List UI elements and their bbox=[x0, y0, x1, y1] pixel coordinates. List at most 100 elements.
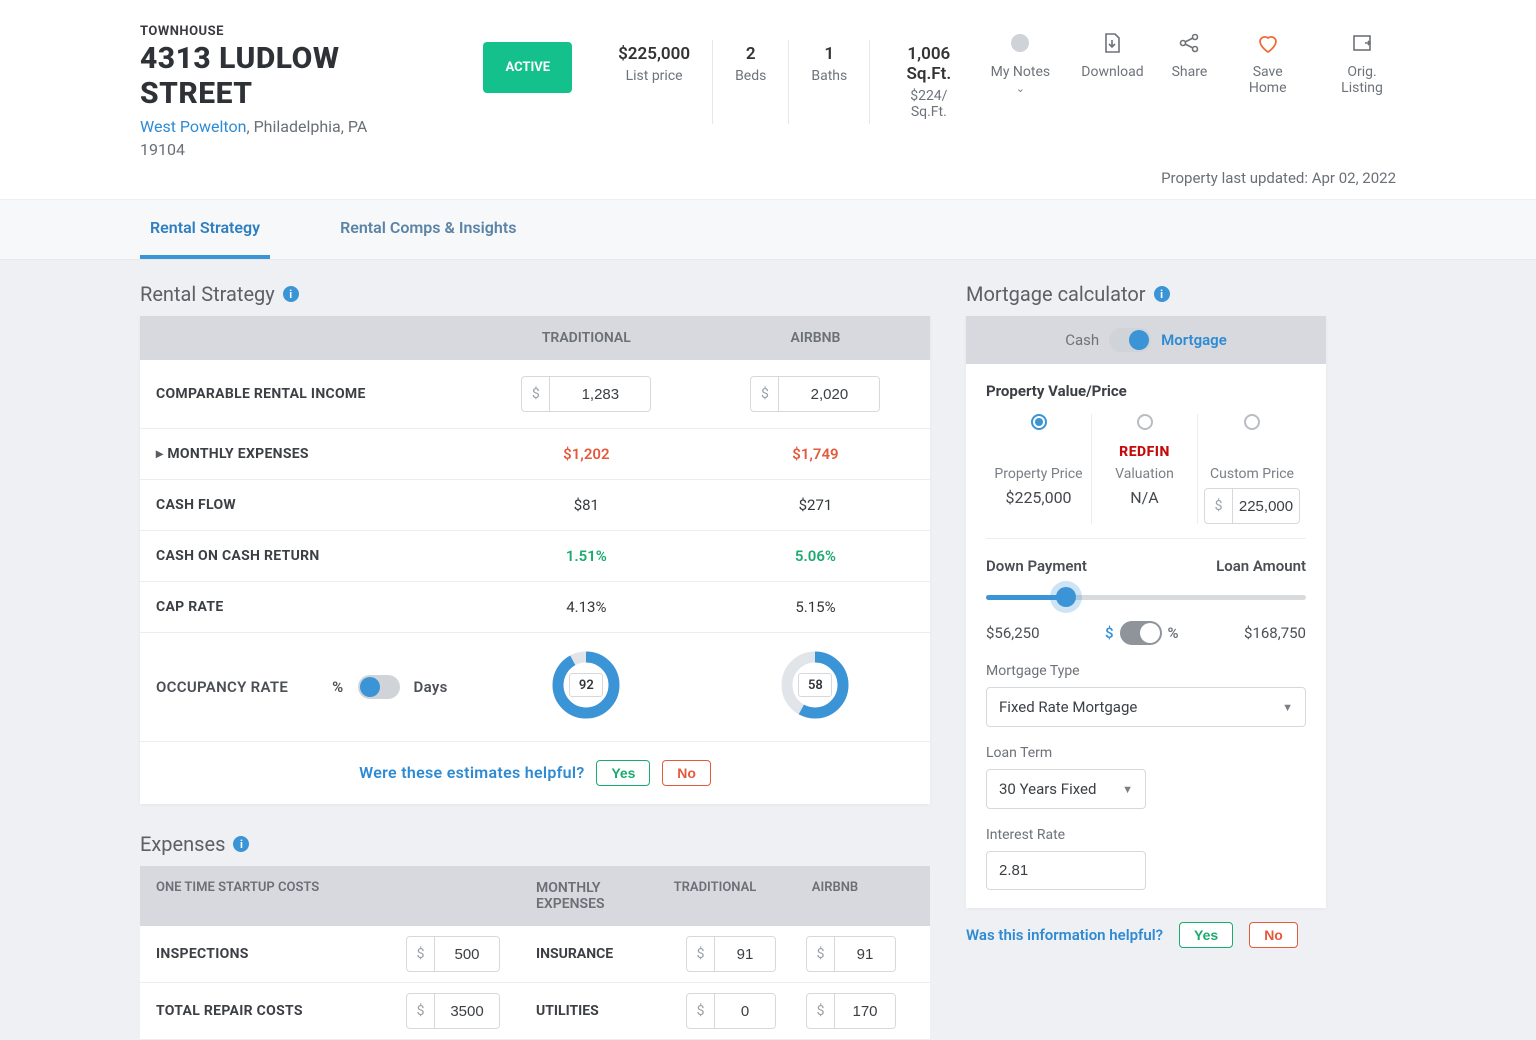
section-title: Expenses bbox=[140, 832, 225, 856]
calc-panel: Cash Mortgage Property Value/Price Prope… bbox=[966, 316, 1326, 908]
property-type: TOWNHOUSE bbox=[140, 24, 445, 39]
expand-icon: ▸ bbox=[156, 446, 163, 462]
cash-label[interactable]: Cash bbox=[1065, 331, 1099, 349]
dp-values: $56,250 $ % $168,750 bbox=[986, 621, 1306, 645]
download-icon bbox=[1081, 30, 1143, 56]
donut-trad-value[interactable]: 92 bbox=[569, 673, 603, 697]
income-airbnb-input[interactable]: $ bbox=[750, 376, 880, 412]
stat-label: List price bbox=[618, 68, 690, 84]
row-income: COMPARABLE RENTAL INCOME $ $ bbox=[140, 360, 930, 429]
unit-toggle[interactable] bbox=[1120, 621, 1162, 645]
expenses-trad: $1,202 bbox=[472, 429, 701, 480]
mortgage-label[interactable]: Mortgage bbox=[1161, 331, 1227, 349]
dp-unit-toggle[interactable]: $ % bbox=[1105, 621, 1179, 645]
property-header: TOWNHOUSE 4313 LUDLOW STREET West Powelt… bbox=[140, 24, 445, 159]
opt-property-price[interactable]: Property Price $225,000 bbox=[986, 414, 1092, 524]
dp-slider[interactable] bbox=[986, 585, 1306, 609]
dp-title-row: Down Payment Loan Amount bbox=[986, 557, 1306, 575]
property-zip: 19104 bbox=[140, 140, 445, 159]
col-trad: TRADITIONAL bbox=[655, 866, 775, 926]
heart-icon bbox=[1235, 30, 1300, 56]
opt-value: N/A bbox=[1098, 488, 1191, 507]
insurance-airbnb-input[interactable]: $ bbox=[806, 936, 896, 972]
inspections-input[interactable]: $ bbox=[406, 936, 500, 972]
calc-no-button[interactable]: No bbox=[1249, 922, 1298, 948]
rate-label: Interest Rate bbox=[986, 827, 1306, 843]
feedback-text: Were these estimates helpful? bbox=[359, 763, 584, 782]
last-updated: Property last updated: Apr 02, 2022 bbox=[0, 169, 1536, 199]
chevron-down-icon: ▼ bbox=[1282, 701, 1293, 714]
opt-label: Valuation bbox=[1098, 466, 1191, 482]
cash-mortgage-toggle[interactable] bbox=[1109, 328, 1151, 352]
property-address: 4313 LUDLOW STREET bbox=[140, 41, 445, 111]
expenses-body: INSPECTIONS $ INSURANCE $ $ TOTAL REPAIR… bbox=[140, 926, 930, 1040]
mtype-select[interactable]: Fixed Rate Mortgage ▼ bbox=[986, 687, 1306, 727]
calc-yes-button[interactable]: Yes bbox=[1179, 922, 1233, 948]
info-icon[interactable]: i bbox=[283, 286, 299, 302]
col-airbnb: AIRBNB bbox=[701, 316, 930, 360]
income-trad-input[interactable]: $ bbox=[521, 376, 651, 412]
loan-value: $168,750 bbox=[1244, 624, 1306, 642]
expenses-header: ONE TIME STARTUP COSTS MONTHLY EXPENSES … bbox=[140, 866, 930, 926]
rate-input[interactable] bbox=[986, 851, 1146, 890]
opt-redfin[interactable]: REDFIN Valuation N/A bbox=[1092, 414, 1198, 524]
repair-input[interactable]: $ bbox=[406, 993, 500, 1029]
share-icon bbox=[1172, 30, 1208, 56]
info-icon[interactable]: i bbox=[1154, 286, 1170, 302]
stat-list-price: $225,000 List price bbox=[596, 40, 713, 124]
stat-beds: 2 Beds bbox=[713, 40, 789, 124]
row-coc: CASH ON CASH RETURN 1.51% 5.06% bbox=[140, 531, 930, 582]
occ-toggle[interactable] bbox=[358, 675, 400, 699]
custom-price-input[interactable]: $ bbox=[1204, 488, 1300, 524]
action-label: My Notes bbox=[991, 64, 1051, 80]
neighborhood-link[interactable]: West Powelton bbox=[140, 117, 246, 136]
row-cashflow: CASH FLOW $81 $271 bbox=[140, 480, 930, 531]
property-subaddress: West Powelton, Philadelphia, PA bbox=[140, 117, 445, 136]
row-label: CASH ON CASH RETURN bbox=[140, 531, 472, 582]
header-actions: My Notes ⌄ Download Share Save Home Orig… bbox=[987, 30, 1396, 96]
info-icon[interactable]: i bbox=[233, 836, 249, 852]
row-label: COMPARABLE RENTAL INCOME bbox=[140, 360, 472, 429]
feedback-text: Was this information helpful? bbox=[966, 926, 1163, 944]
radio-icon bbox=[1137, 414, 1153, 430]
stat-value: $225,000 bbox=[618, 44, 690, 64]
note-icon bbox=[987, 30, 1053, 56]
orig-listing-button[interactable]: Orig. Listing bbox=[1328, 30, 1396, 96]
section-rental-strategy: Rental Strategy i bbox=[140, 282, 930, 306]
cashflow-trad: $81 bbox=[472, 480, 701, 531]
insurance-trad-input[interactable]: $ bbox=[686, 936, 776, 972]
mtype-value: Fixed Rate Mortgage bbox=[999, 698, 1137, 716]
tab-bar: Rental Strategy Rental Comps & Insights bbox=[0, 199, 1536, 260]
redfin-brand: REDFIN bbox=[1098, 444, 1191, 460]
opt-custom[interactable]: Custom Price $ bbox=[1198, 414, 1306, 524]
chevron-down-icon: ⌄ bbox=[1016, 82, 1025, 95]
row-inspections: INSPECTIONS $ INSURANCE $ $ bbox=[140, 926, 930, 983]
utilities-airbnb-input[interactable]: $ bbox=[806, 993, 896, 1029]
my-notes-button[interactable]: My Notes ⌄ bbox=[987, 30, 1053, 96]
feedback-yes-button[interactable]: Yes bbox=[596, 760, 650, 786]
calc-toggle: Cash Mortgage bbox=[966, 316, 1326, 364]
stat-baths: 1 Baths bbox=[789, 40, 870, 124]
exp-label: INSPECTIONS bbox=[156, 946, 406, 962]
stat-label: Beds bbox=[735, 68, 766, 84]
stat-value: 2 bbox=[735, 44, 766, 64]
opt-label: Custom Price bbox=[1204, 466, 1300, 482]
tab-rental-comps[interactable]: Rental Comps & Insights bbox=[330, 200, 526, 259]
pct-symbol: % bbox=[1168, 624, 1179, 642]
row-cap: CAP RATE 4.13% 5.15% bbox=[140, 582, 930, 633]
save-home-button[interactable]: Save Home bbox=[1235, 30, 1300, 96]
donut-airbnb-value[interactable]: 58 bbox=[798, 673, 832, 697]
share-button[interactable]: Share bbox=[1172, 30, 1208, 96]
stat-sqft: 1,006 Sq.Ft. $224/ Sq.Ft. bbox=[870, 40, 987, 124]
exp-label: TOTAL REPAIR COSTS bbox=[156, 1003, 406, 1019]
city-state: Philadelphia, PA bbox=[254, 117, 368, 136]
tab-rental-strategy[interactable]: Rental Strategy bbox=[140, 200, 270, 259]
utilities-trad-input[interactable]: $ bbox=[686, 993, 776, 1029]
feedback-no-button[interactable]: No bbox=[662, 760, 711, 786]
coc-airbnb: 5.06% bbox=[701, 531, 930, 582]
dp-value: $56,250 bbox=[986, 624, 1040, 642]
term-select[interactable]: 30 Years Fixed ▼ bbox=[986, 769, 1146, 809]
row-expenses[interactable]: ▸MONTHLY EXPENSES $1,202 $1,749 bbox=[140, 429, 930, 480]
download-button[interactable]: Download bbox=[1081, 30, 1143, 96]
occ-pct-label: % bbox=[332, 678, 343, 696]
